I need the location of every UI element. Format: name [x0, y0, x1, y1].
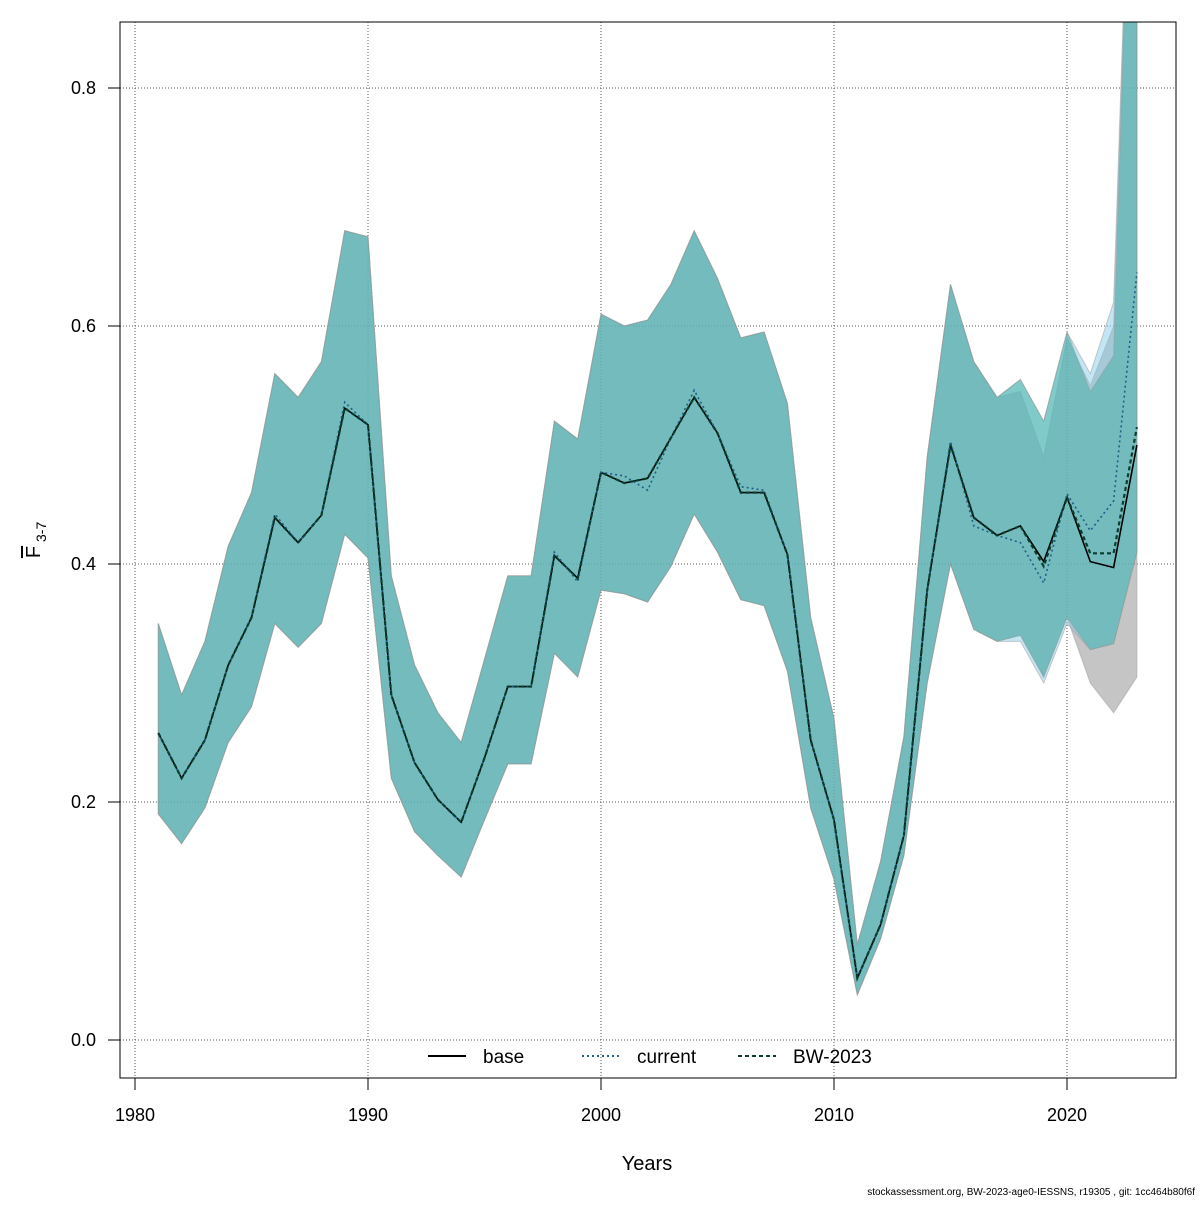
legend-label-current: current	[637, 1047, 697, 1068]
legend: base current BW-2023	[428, 1047, 872, 1068]
band-BW-2023	[157, 22, 1138, 997]
series-lines	[157, 272, 1138, 983]
x-tick-label: 2000	[581, 1105, 621, 1125]
confidence-bands	[157, 22, 1138, 997]
y-tick-label: 0.2	[71, 792, 96, 812]
x-tick-label: 1990	[348, 1105, 388, 1125]
y-axis-label: F 3-7	[23, 522, 49, 559]
x-tick-label: 1980	[115, 1105, 155, 1125]
x-axis-label: Years	[622, 1153, 672, 1175]
y-axis-label-main: F	[23, 546, 45, 558]
line-BW-2023	[157, 395, 1138, 983]
y-tick-label: 0.0	[71, 1030, 96, 1050]
x-tick-label: 2010	[814, 1105, 854, 1125]
x-tick-label: 2020	[1047, 1105, 1087, 1125]
y-tick-label: 0.8	[71, 78, 96, 98]
legend-label-base: base	[483, 1047, 524, 1068]
y-axis-label-sub: 3-7	[33, 522, 49, 542]
y-tick-label: 0.4	[71, 554, 96, 574]
y-tick-label: 0.6	[71, 316, 96, 336]
footer-text: stockassessment.org, BW-2023-age0-IESSNS…	[867, 1187, 1195, 1198]
legend-label-BW-2023: BW-2023	[793, 1047, 872, 1068]
plot-frame	[119, 21, 1177, 1079]
axes: 1980 1990 2000 2010 2020 0.0 0.2 0.4 0.6 0.8	[71, 78, 1087, 1125]
